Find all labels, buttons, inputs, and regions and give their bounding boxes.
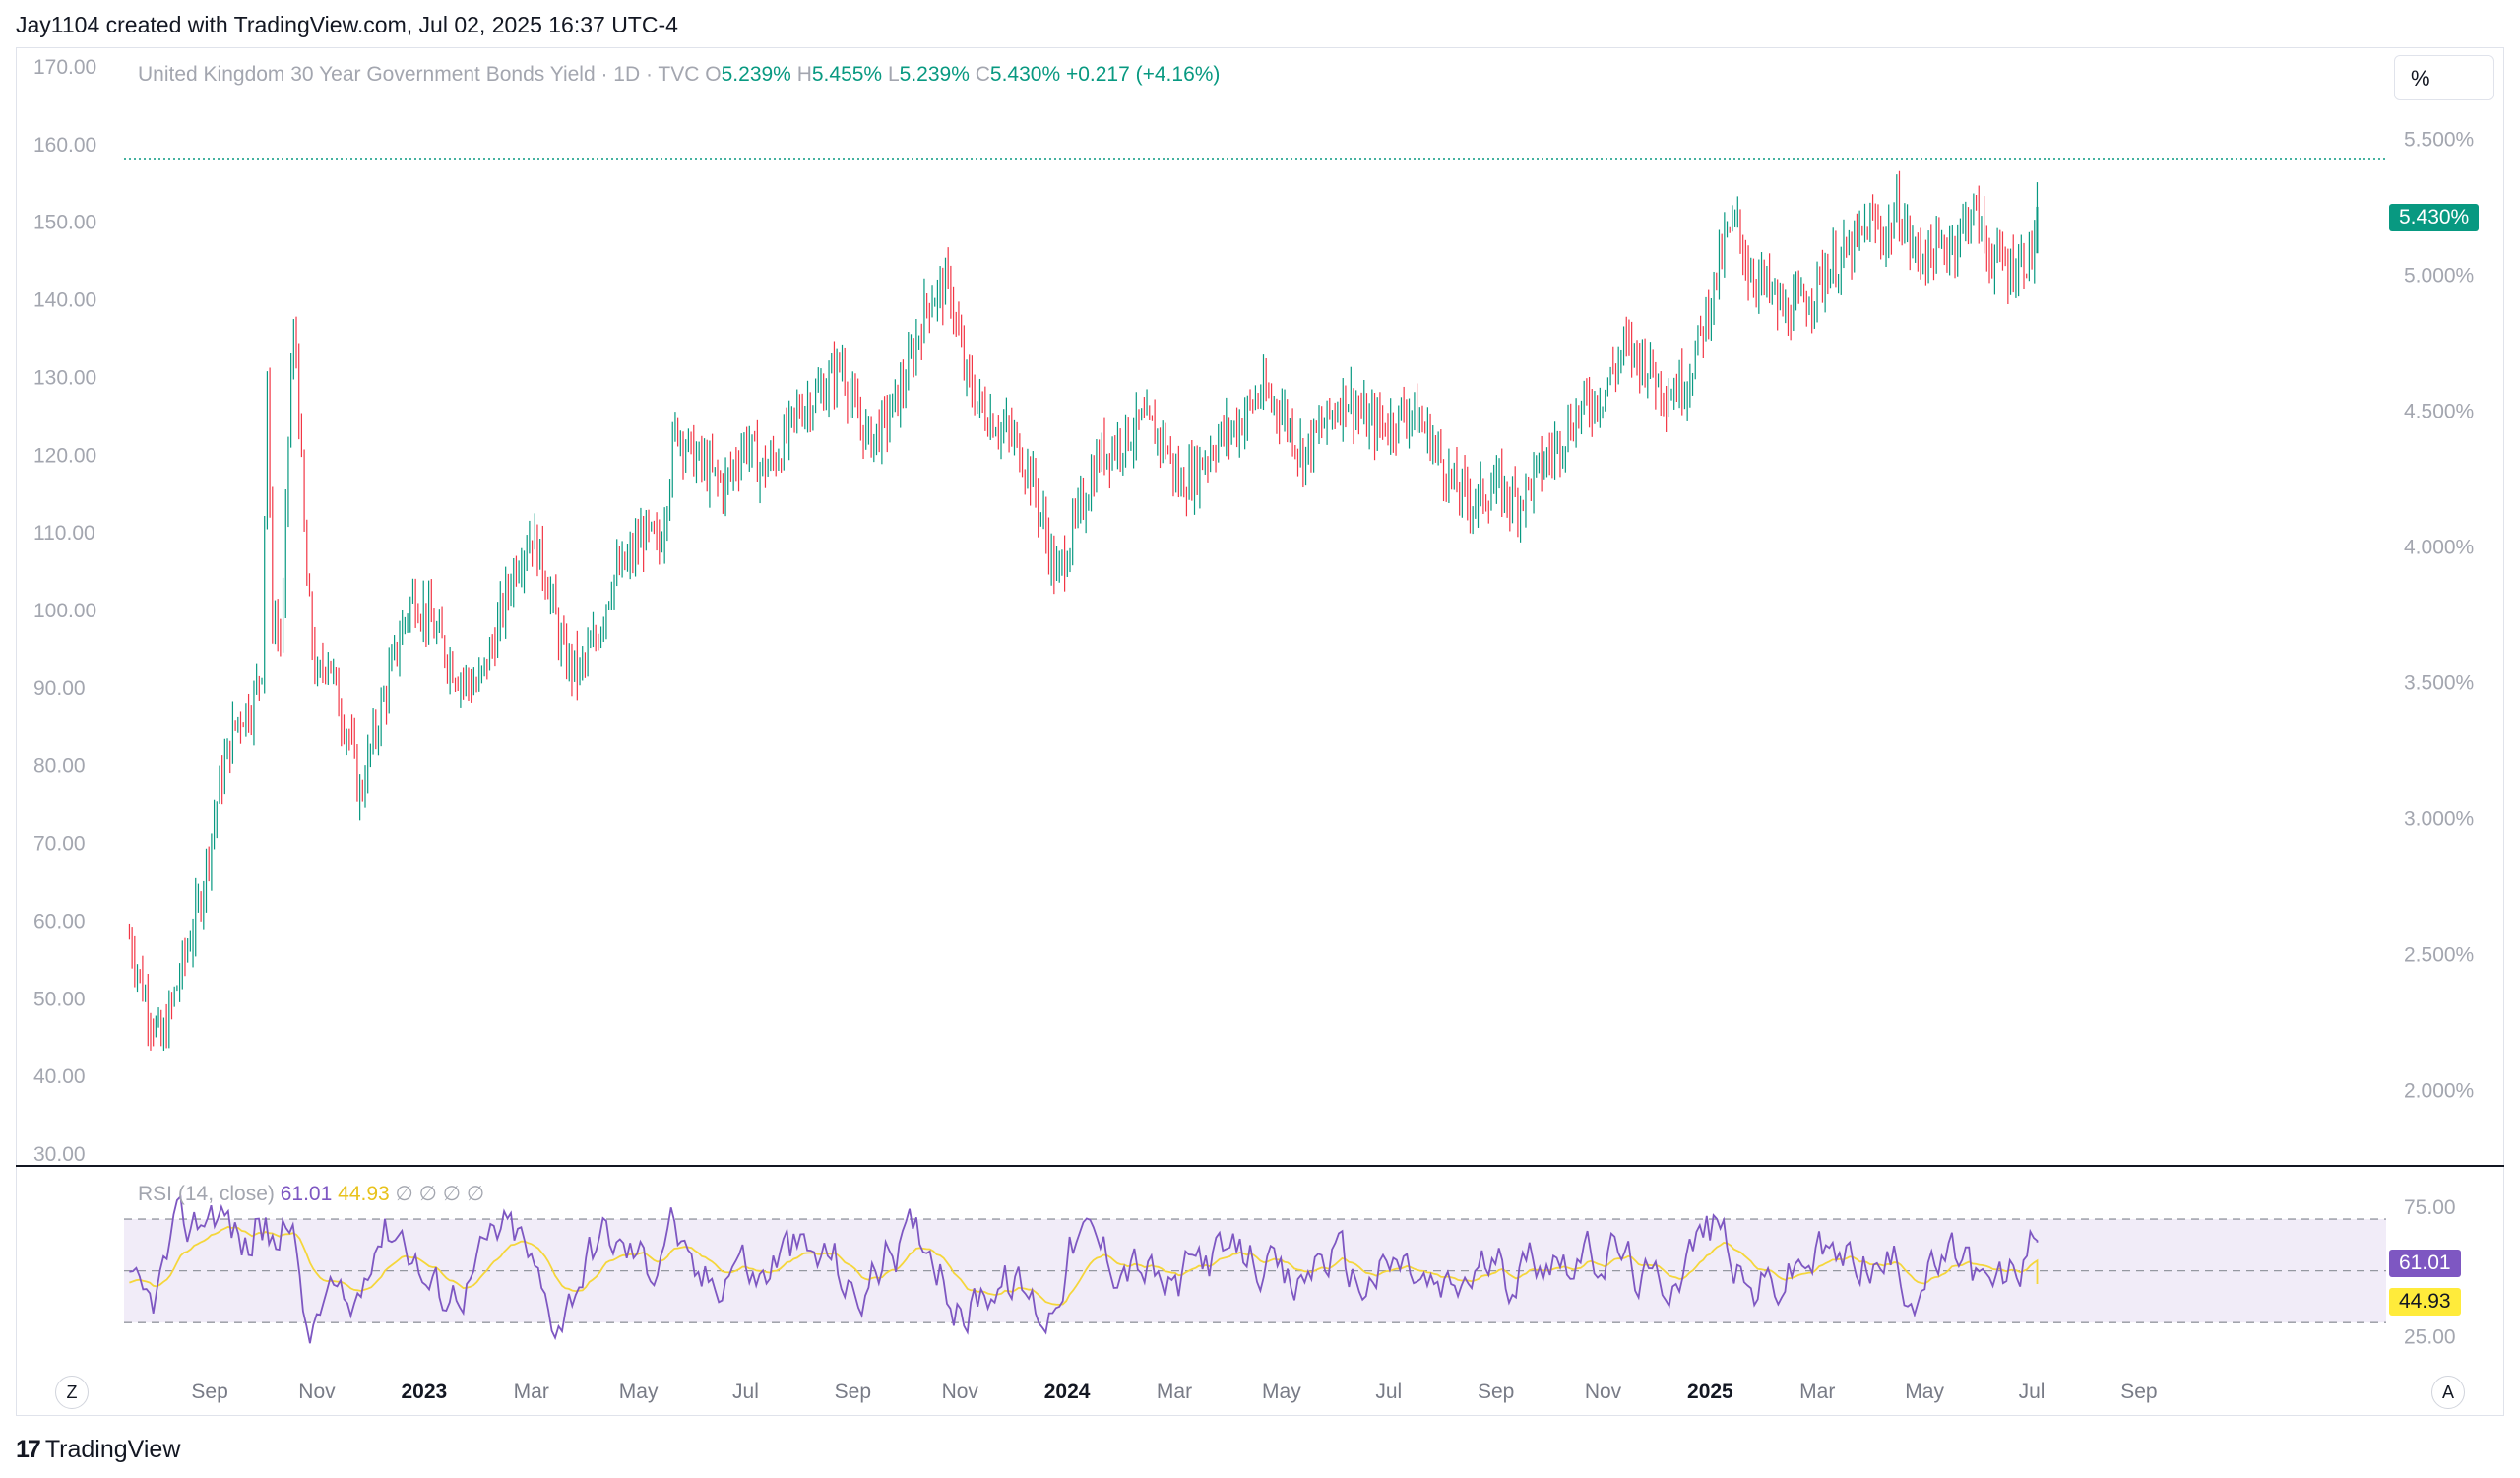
x-axis-tick-label: Nov: [298, 1381, 336, 1403]
percent-scale-button[interactable]: %: [2394, 55, 2494, 100]
right-axis-tick-label: 4.500%: [2404, 401, 2474, 423]
right-axis-tick-label: 2.000%: [2404, 1080, 2474, 1103]
rsi-ma-line: [129, 1225, 2039, 1306]
x-axis-tick-label: 2024: [1044, 1381, 1091, 1403]
rsi-axis-tick-label: 25.00: [2404, 1325, 2456, 1348]
x-axis-tick-label: May: [1262, 1381, 1301, 1403]
left-axis-tick-label: 90.00: [33, 677, 86, 700]
left-axis-tick-label: 170.00: [33, 56, 96, 79]
rsi-ma-last-tag: 44.93: [2389, 1288, 2461, 1316]
x-axis-tick-label: Jul: [732, 1381, 759, 1403]
high-value: 5.455%: [811, 63, 883, 86]
left-axis-tick-label: 60.00: [33, 910, 86, 932]
rsi-ma-value: 44.93: [338, 1183, 390, 1205]
rsi-line: [129, 1194, 2039, 1344]
x-axis-tick-label: Sep: [835, 1381, 871, 1403]
right-axis-tick-label: 4.000%: [2404, 537, 2474, 559]
right-axis-tick-label: 5.500%: [2404, 129, 2474, 152]
tradingview-logo[interactable]: 17 TradingView: [16, 1436, 180, 1464]
left-axis-tick-label: 100.00: [33, 600, 96, 622]
chart-attribution: Jay1104 created with TradingView.com, Ju…: [16, 12, 678, 37]
x-axis-tick-label: 2025: [1687, 1381, 1733, 1403]
empty-value-marks: ∅ ∅ ∅ ∅: [395, 1183, 485, 1205]
x-axis-tick-label: Jul: [1375, 1381, 1402, 1403]
left-axis-tick-label: 30.00: [33, 1143, 86, 1166]
left-axis-tick-label: 160.00: [33, 134, 96, 157]
left-axis-tick-label: 70.00: [33, 833, 86, 856]
rsi-legend: RSI (14, close) 61.01 44.93 ∅ ∅ ∅ ∅: [138, 1182, 484, 1206]
chart-frame: [16, 47, 2504, 1416]
low-label: L: [887, 63, 900, 86]
left-axis-tick-label: 140.00: [33, 289, 96, 312]
rsi-axis-tick-label: 75.00: [2404, 1196, 2456, 1219]
change-value: +0.217 (+4.16%): [1065, 63, 1221, 86]
auto-scale-button[interactable]: A: [2431, 1376, 2465, 1409]
left-axis-tick-label: 110.00: [33, 522, 95, 545]
zoom-reset-button[interactable]: Z: [55, 1376, 89, 1409]
left-axis-tick-label: 120.00: [33, 444, 96, 467]
rsi-label: RSI (14, close): [138, 1183, 275, 1205]
open-value: 5.239%: [721, 63, 791, 86]
left-axis-tick-label: 80.00: [33, 755, 86, 778]
main-legend: United Kingdom 30 Year Government Bonds …: [138, 63, 1220, 87]
symbol-title: United Kingdom 30 Year Government Bonds …: [138, 63, 700, 86]
left-axis-tick-label: 130.00: [33, 366, 96, 389]
x-axis-tick-label: Sep: [2120, 1381, 2157, 1403]
right-axis-tick-label: 3.500%: [2404, 673, 2474, 695]
rsi-value: 61.01: [280, 1183, 333, 1205]
x-axis-tick-label: May: [619, 1381, 659, 1403]
tradingview-logo-text: TradingView: [44, 1436, 181, 1463]
open-label: O: [705, 63, 722, 86]
right-axis-tick-label: 5.000%: [2404, 265, 2474, 288]
x-axis-tick-label: Jul: [2019, 1381, 2046, 1403]
x-axis-tick-label: Sep: [191, 1381, 227, 1403]
x-axis-tick-label: Sep: [1478, 1381, 1514, 1403]
x-axis-tick-label: Mar: [514, 1381, 549, 1403]
x-axis-tick-label: Nov: [942, 1381, 979, 1403]
x-axis-tick-label: May: [1905, 1381, 1944, 1403]
tradingview-logo-icon: 17: [16, 1436, 41, 1463]
left-axis-tick-label: 50.00: [33, 988, 86, 1010]
right-axis-tick-label: 3.000%: [2404, 808, 2474, 831]
high-label: H: [796, 63, 812, 86]
x-axis-tick-label: Mar: [1157, 1381, 1192, 1403]
left-axis-tick-label: 150.00: [33, 212, 96, 234]
left-axis-tick-label: 40.00: [33, 1065, 86, 1088]
low-value: 5.239%: [899, 63, 970, 86]
last-price-tag: 5.430%: [2389, 204, 2480, 231]
x-axis-tick-label: Nov: [1585, 1381, 1622, 1403]
x-axis-tick-label: 2023: [401, 1381, 447, 1403]
x-axis-tick-label: Mar: [1799, 1381, 1835, 1403]
rsi-last-tag: 61.01: [2389, 1250, 2461, 1277]
right-axis-tick-label: 2.500%: [2404, 944, 2474, 967]
close-value: 5.430%: [989, 63, 1061, 86]
close-label: C: [975, 63, 990, 86]
